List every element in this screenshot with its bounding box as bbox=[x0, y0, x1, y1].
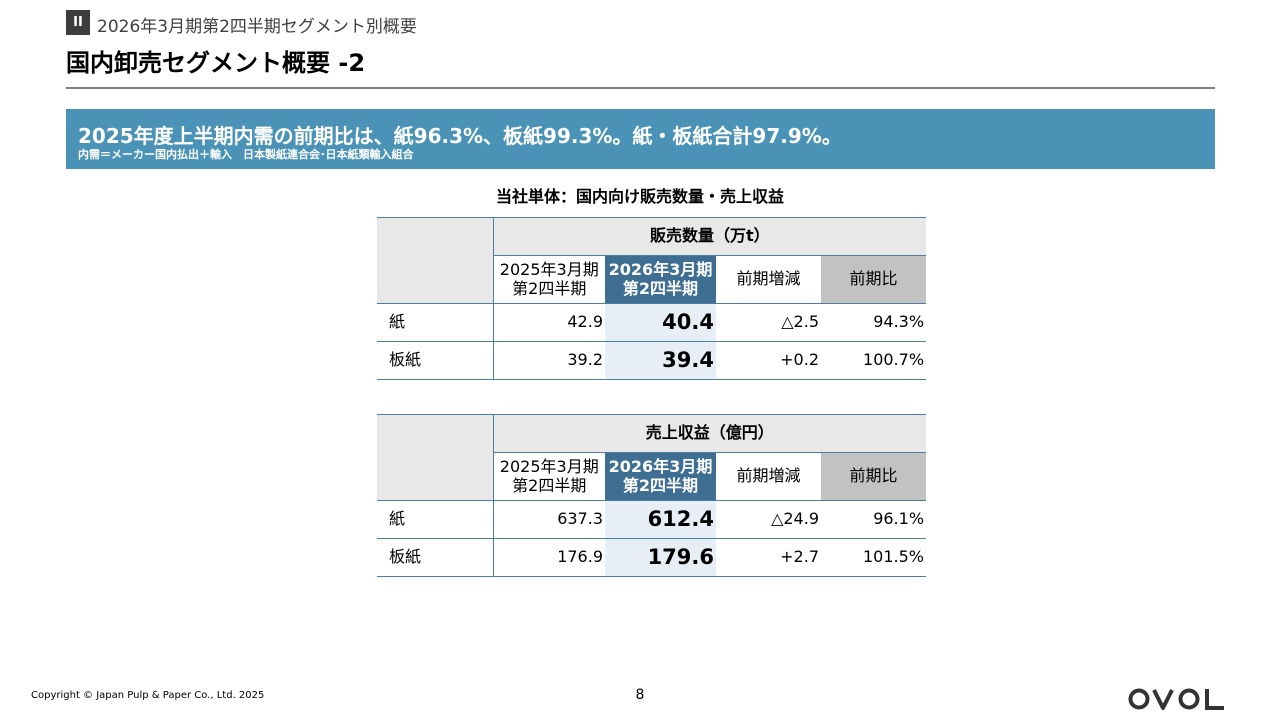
table-row: 紙 42.9 40.4 △2.5 94.3% bbox=[377, 303, 927, 342]
page-number: 8 bbox=[635, 687, 645, 703]
cell-current: 39.4 bbox=[605, 341, 716, 380]
row-label: 紙 bbox=[377, 303, 494, 342]
cell-prev: 39.2 bbox=[493, 341, 605, 380]
row-label: 紙 bbox=[377, 500, 494, 539]
row-label: 板紙 bbox=[377, 341, 494, 380]
cell-prev: 42.9 bbox=[493, 303, 605, 342]
table-row: 紙 637.3 612.4 △24.9 96.1% bbox=[377, 500, 927, 539]
cell-ratio: 94.3% bbox=[821, 303, 927, 342]
column-header-current: 2026年3月期 第2四半期 bbox=[605, 255, 716, 304]
section-title: 2026年3月期第2四半期セグメント別概要 bbox=[97, 17, 417, 37]
banner-headline: 2025年度上半期内需の前期比は、紙96.3%、板紙99.3%。紙・板紙合計97… bbox=[78, 124, 842, 148]
sales-volume-table: 販売数量（万t） 2025年3月期 第2四半期 2026年3月期 第2四半期 前… bbox=[377, 217, 927, 380]
cell-prev: 176.9 bbox=[493, 538, 605, 577]
table-corner bbox=[377, 217, 494, 304]
cell-ratio: 96.1% bbox=[821, 500, 927, 539]
row-label: 板紙 bbox=[377, 538, 494, 577]
cell-current: 612.4 bbox=[605, 500, 716, 539]
cell-diff: +0.2 bbox=[716, 341, 821, 380]
page-title: 国内卸売セグメント概要 -2 bbox=[66, 49, 366, 77]
column-header-prev: 2025年3月期 第2四半期 bbox=[493, 452, 605, 501]
column-header-diff: 前期増減 bbox=[716, 255, 821, 304]
revenue-table: 売上収益（億円） 2025年3月期 第2四半期 2026年3月期 第2四半期 前… bbox=[377, 414, 927, 577]
cell-current: 179.6 bbox=[605, 538, 716, 577]
cell-diff: +2.7 bbox=[716, 538, 821, 577]
banner-source-note: 内需＝メーカー国内払出＋輸入 日本製紙連合会･日本紙類輸入組合 bbox=[78, 148, 414, 161]
column-header-prev: 2025年3月期 第2四半期 bbox=[493, 255, 605, 304]
section-badge: II bbox=[66, 10, 90, 35]
ovol-logo bbox=[1128, 688, 1224, 710]
cell-diff: △24.9 bbox=[716, 500, 821, 539]
table-title: 売上収益（億円） bbox=[493, 414, 927, 453]
table-title: 販売数量（万t） bbox=[493, 217, 927, 256]
column-header-ratio: 前期比 bbox=[821, 452, 927, 501]
column-header-current: 2026年3月期 第2四半期 bbox=[605, 452, 716, 501]
table-row: 板紙 176.9 179.6 +2.7 101.5% bbox=[377, 538, 927, 577]
cell-ratio: 101.5% bbox=[821, 538, 927, 577]
table-row: 板紙 39.2 39.4 +0.2 100.7% bbox=[377, 341, 927, 380]
column-header-ratio: 前期比 bbox=[821, 255, 927, 304]
column-header-diff: 前期増減 bbox=[716, 452, 821, 501]
cell-diff: △2.5 bbox=[716, 303, 821, 342]
cell-prev: 637.3 bbox=[493, 500, 605, 539]
table-corner bbox=[377, 414, 494, 501]
cell-current: 40.4 bbox=[605, 303, 716, 342]
title-divider bbox=[66, 87, 1215, 89]
copyright-notice: Copyright © Japan Pulp & Paper Co., Ltd.… bbox=[31, 690, 265, 701]
cell-ratio: 100.7% bbox=[821, 341, 927, 380]
tables-subheading: 当社単体：国内向け販売数量・売上収益 bbox=[495, 187, 784, 206]
summary-banner: 2025年度上半期内需の前期比は、紙96.3%、板紙99.3%。紙・板紙合計97… bbox=[66, 109, 1215, 169]
